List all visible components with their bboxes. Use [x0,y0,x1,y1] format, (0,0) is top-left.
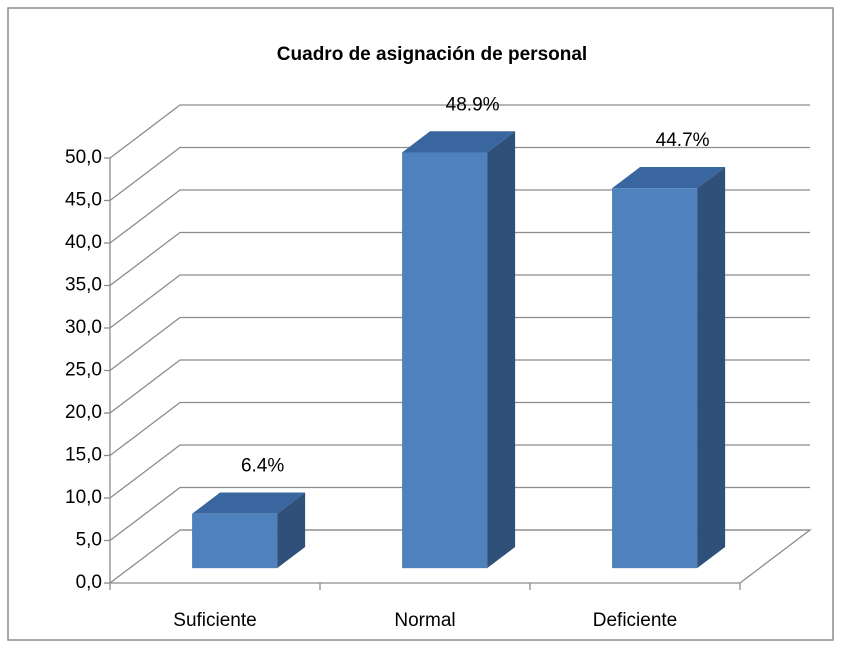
grid-line [109,401,810,457]
bar [612,188,698,569]
bar-side [487,131,516,569]
grid-line [109,104,810,159]
y-tick-label: 15,0 [65,445,102,466]
x-tick-label: Suficiente [173,610,256,631]
bar-side [277,492,306,569]
y-tick-label: 0,0 [76,572,102,593]
bar [192,513,278,569]
data-label: 6.4% [241,456,284,477]
x-tick-label: Normal [394,610,455,631]
chart-title: Cuadro de asignación de personal [277,44,587,65]
grid-line [109,444,810,499]
grid-line [109,274,810,329]
bar [402,152,488,569]
grid-line [109,316,810,372]
y-tick-label: 40,0 [65,232,102,253]
y-tick-label: 10,0 [65,487,102,508]
grid-line [109,486,810,542]
y-tick-label: 30,0 [65,317,102,338]
grid-line [109,529,810,584]
grid-line [109,146,810,202]
data-label: 44.7% [656,130,710,151]
x-tick-label: Deficiente [593,610,678,631]
y-tick-label: 25,0 [65,360,102,381]
y-tick-label: 35,0 [65,275,102,296]
y-tick-label: 45,0 [65,190,102,211]
grid-line [109,231,810,287]
bar-top [402,131,516,153]
y-tick-label: 50,0 [65,147,102,168]
data-label: 48.9% [446,94,500,115]
grid-line [109,189,810,244]
grid-line [109,359,810,414]
bar-side [697,167,726,569]
bar-top [612,167,726,189]
bar-top [192,492,306,514]
y-tick-label: 20,0 [65,402,102,423]
y-tick-label: 5,0 [76,530,102,551]
